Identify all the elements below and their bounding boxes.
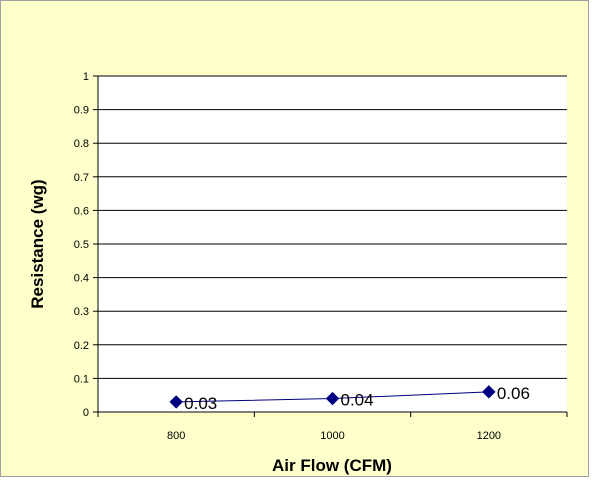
x-tick-label: 1000 xyxy=(320,430,344,442)
data-label: 0.04 xyxy=(341,391,374,410)
y-tick-label: 0.5 xyxy=(74,239,89,251)
y-tick-label: 0.3 xyxy=(74,306,89,318)
x-tick-label: 1200 xyxy=(477,430,501,442)
x-axis-title: Air Flow (CFM) xyxy=(272,456,392,475)
data-point-marker xyxy=(482,385,496,399)
y-tick-label: 0.9 xyxy=(74,105,89,117)
y-tick-label: 0.6 xyxy=(74,205,89,217)
data-point-marker xyxy=(169,395,183,409)
y-tick-label: 0.8 xyxy=(74,138,89,150)
y-tick-label: 0.4 xyxy=(74,273,89,285)
x-axis-ticks: 800 1000 1200 xyxy=(97,412,568,442)
y-tick-label: 0 xyxy=(83,407,89,419)
y-tick-label: 0.7 xyxy=(74,172,89,184)
y-tick-label: 0.1 xyxy=(74,373,89,385)
y-tick-label: 1 xyxy=(83,71,89,83)
y-axis-ticks: 0 0.1 0.2 0.3 0.4 0.5 0.6 0.7 0.8 0.9 1 xyxy=(74,71,98,419)
series-layer: 0.03 0.04 0.06 xyxy=(169,384,530,413)
x-tick-label: 800 xyxy=(167,430,185,442)
y-axis-title: Resistance (wg) xyxy=(28,179,47,308)
gridlines xyxy=(98,75,567,379)
y-tick-label: 0.2 xyxy=(74,340,89,352)
data-point-marker xyxy=(325,391,340,406)
data-label: 0.03 xyxy=(184,394,217,413)
data-label: 0.06 xyxy=(497,384,530,403)
